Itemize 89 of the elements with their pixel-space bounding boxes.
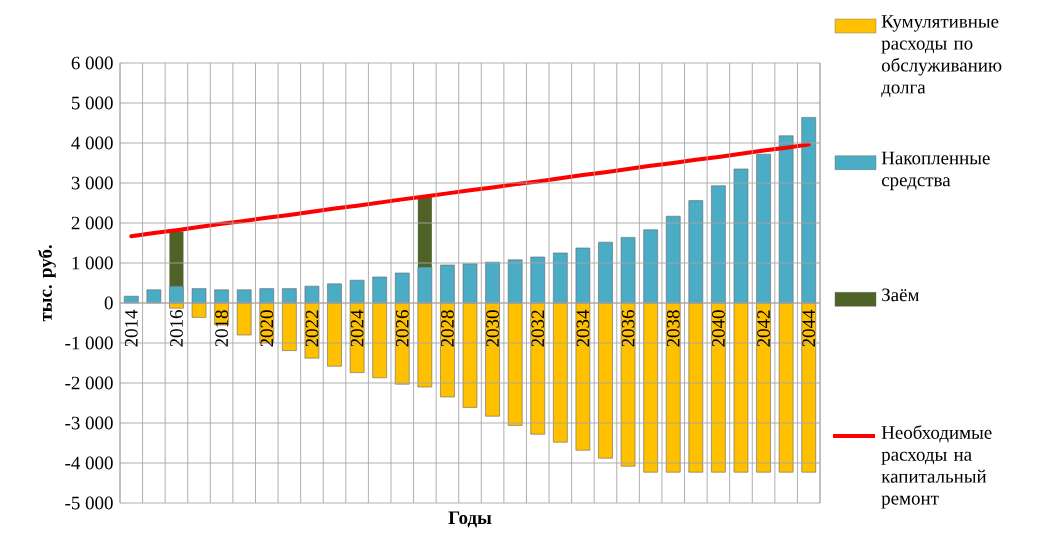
bar (598, 241, 613, 304)
x-tick-label: 2036 (621, 310, 635, 347)
bar (643, 302, 658, 473)
bar (553, 302, 568, 443)
x-tick-label: 2018 (215, 310, 228, 347)
y-tick-label: 2 000 (71, 216, 113, 230)
bar (711, 185, 726, 304)
y-tick-label: -3 000 (65, 416, 113, 430)
bar (665, 302, 681, 473)
x-tick-label: 2040 (712, 310, 725, 347)
y-tick-label: -5 000 (65, 496, 113, 510)
bar (485, 261, 500, 304)
x-tick-label: 2020 (260, 310, 274, 347)
bar (191, 288, 207, 304)
x-tick-label: 2024 (350, 309, 364, 347)
legend-label: Заём (882, 288, 920, 302)
bar (372, 276, 387, 304)
bar (327, 283, 342, 304)
bar (236, 289, 252, 304)
bar (620, 237, 636, 304)
x-tick-label: 2034 (576, 309, 590, 347)
bar (191, 302, 207, 318)
x-tick-label: 2014 (124, 309, 138, 347)
bar (575, 302, 591, 451)
y-tick-label: 4 000 (71, 136, 113, 150)
bar (259, 288, 275, 304)
bar (214, 289, 229, 304)
y-tick-label: 6 000 (71, 56, 113, 70)
bar (349, 279, 365, 304)
x-tick-label: 2042 (757, 310, 770, 347)
bar (711, 302, 726, 473)
x-axis-title: Годы (448, 511, 492, 528)
bar (778, 302, 794, 473)
bar (372, 302, 387, 379)
legend-label: Накопленные средства (881, 151, 990, 191)
bar (417, 302, 433, 388)
y-tick-label: 0 (104, 296, 113, 310)
y-tick-label: 3 000 (71, 176, 113, 190)
bar (417, 196, 432, 267)
bar (665, 215, 681, 304)
bar (304, 285, 320, 304)
bar (440, 264, 455, 304)
bar (575, 247, 591, 304)
bar (169, 285, 184, 304)
bar (733, 302, 749, 473)
bar (236, 302, 252, 336)
legend-label: Кумулятивные расходы по обслуживанию долга (881, 15, 1002, 97)
y-tick-label: -2 000 (65, 376, 113, 390)
y-axis-title: тыс. руб. (38, 245, 56, 322)
x-tick-label: 2016 (170, 310, 183, 347)
bar (530, 256, 546, 304)
bar (733, 168, 749, 304)
bar (620, 302, 636, 467)
bar (643, 229, 658, 304)
bar (778, 135, 794, 304)
bar (327, 302, 342, 367)
x-tick-label: 2030 (486, 310, 499, 347)
bar (462, 302, 478, 408)
bar (485, 302, 500, 417)
bar (553, 252, 568, 304)
bar (169, 231, 184, 287)
bar (598, 302, 613, 459)
bar (530, 302, 546, 435)
x-tick-label: 2028 (441, 310, 454, 347)
bar (394, 272, 410, 304)
bar (756, 302, 771, 473)
legend-label: Необходимые расходы на капитальный ремонт (881, 425, 992, 509)
bar (417, 266, 433, 304)
x-tick-label: 2032 (531, 310, 545, 347)
x-tick-label: 2022 (305, 310, 319, 347)
bar (146, 289, 162, 304)
bar (282, 302, 297, 351)
bar (282, 288, 297, 304)
bar (756, 153, 771, 304)
bar (688, 200, 704, 304)
x-tick-label: 2044 (802, 309, 816, 347)
x-tick-label: 2026 (395, 310, 409, 347)
bar (462, 263, 478, 304)
bar (801, 117, 817, 304)
bar (507, 259, 523, 304)
y-tick-label: -4 000 (65, 456, 113, 470)
x-tick-label: 2038 (666, 310, 680, 347)
bar (349, 302, 365, 373)
y-tick-label: 5 000 (71, 96, 113, 110)
y-tick-label: 1 000 (72, 256, 113, 270)
bar (801, 302, 817, 473)
y-tick-label: -1 000 (65, 336, 113, 350)
bar (507, 302, 523, 426)
bar (688, 302, 704, 473)
